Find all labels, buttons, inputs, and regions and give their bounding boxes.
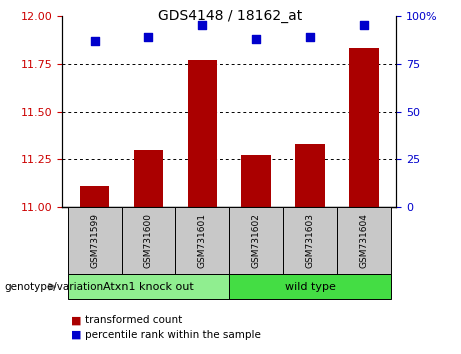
Point <box>91 38 98 44</box>
Bar <box>349 48 379 207</box>
Bar <box>188 60 217 207</box>
Point <box>199 23 206 28</box>
Text: ■: ■ <box>71 315 82 325</box>
Bar <box>337 207 391 274</box>
Text: GSM731603: GSM731603 <box>306 213 315 268</box>
Point <box>253 36 260 42</box>
Text: Atxn1 knock out: Atxn1 knock out <box>103 282 194 292</box>
Text: wild type: wild type <box>285 282 336 292</box>
Text: GDS4148 / 18162_at: GDS4148 / 18162_at <box>159 9 302 23</box>
Bar <box>176 207 229 274</box>
Bar <box>80 186 109 207</box>
Point <box>307 34 314 40</box>
Text: GSM731600: GSM731600 <box>144 213 153 268</box>
Bar <box>68 274 229 299</box>
Text: GSM731604: GSM731604 <box>360 213 369 268</box>
Text: GSM731599: GSM731599 <box>90 213 99 268</box>
Bar <box>230 207 283 274</box>
Bar <box>134 150 163 207</box>
Bar <box>68 207 122 274</box>
Text: GSM731601: GSM731601 <box>198 213 207 268</box>
Bar <box>242 155 271 207</box>
Bar <box>296 144 325 207</box>
Text: percentile rank within the sample: percentile rank within the sample <box>85 330 261 339</box>
Bar <box>230 274 391 299</box>
Text: GSM731602: GSM731602 <box>252 213 261 268</box>
Point <box>145 34 152 40</box>
Text: ■: ■ <box>71 330 82 339</box>
Text: genotype/variation: genotype/variation <box>5 282 104 292</box>
Point <box>361 23 368 28</box>
Text: transformed count: transformed count <box>85 315 183 325</box>
Bar <box>122 207 176 274</box>
Bar <box>283 207 337 274</box>
